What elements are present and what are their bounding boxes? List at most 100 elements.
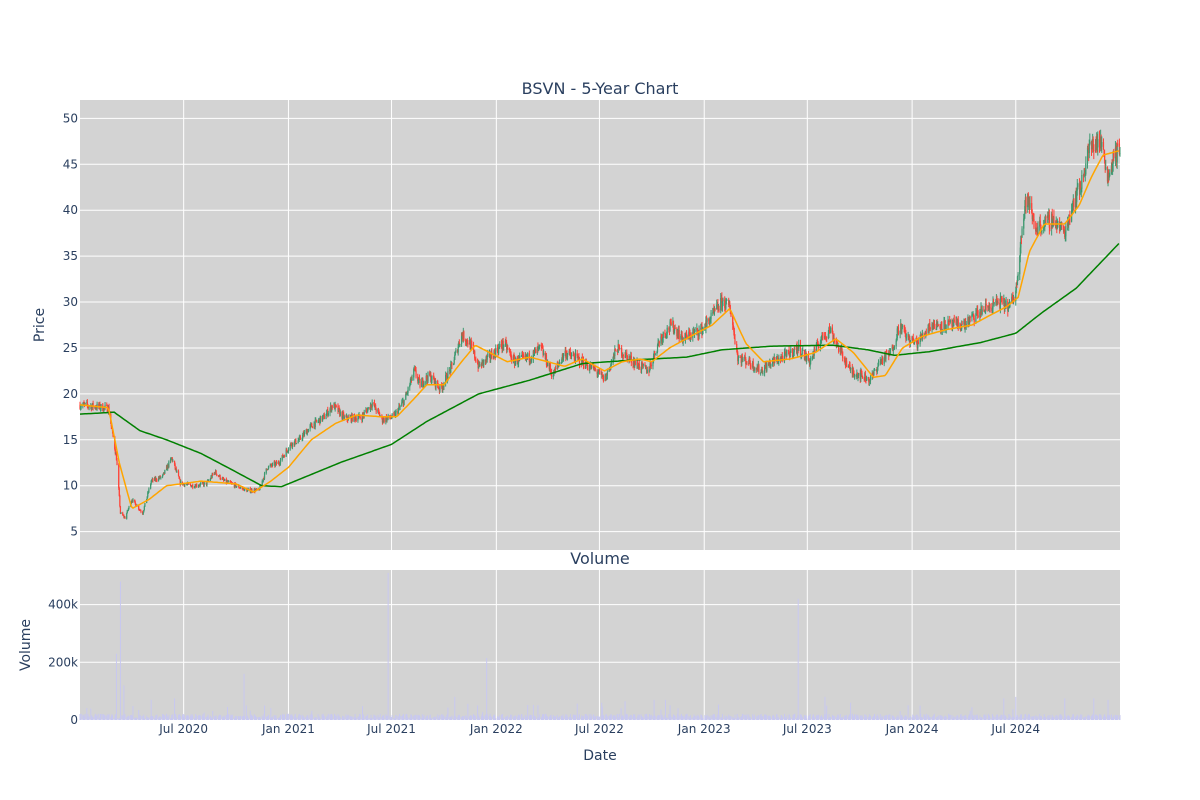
volume-bar [87, 714, 89, 720]
volume-bar [203, 712, 205, 720]
volume-bar [119, 717, 121, 720]
volume-bar [841, 717, 843, 720]
volume-bar [373, 716, 375, 720]
volume-bar [594, 715, 596, 720]
candle-body [709, 319, 712, 321]
candle-body [1115, 147, 1117, 149]
volume-bar [547, 717, 549, 720]
volume-bar [846, 714, 848, 720]
candle-body [578, 357, 580, 358]
candle-body [1111, 163, 1114, 171]
volume-bar [502, 717, 504, 720]
volume-bar [634, 714, 636, 720]
candle-body [852, 370, 855, 374]
candle-body [401, 402, 403, 407]
volume-bar [335, 717, 337, 720]
volume-bar [836, 717, 838, 720]
volume-bar [270, 718, 272, 720]
candle-body [883, 357, 885, 364]
volume-bar [570, 716, 572, 720]
candle-body [150, 483, 152, 489]
volume-bar [977, 718, 979, 720]
volume-bar [666, 718, 668, 720]
volume-bar [642, 717, 644, 720]
candle-body [325, 415, 327, 419]
candle-body [896, 328, 898, 339]
volume-bar [410, 714, 412, 720]
volume-bar [813, 714, 815, 720]
candle-body [327, 413, 329, 416]
volume-bar [1036, 717, 1038, 720]
volume-bar [398, 717, 400, 720]
candle-body [666, 327, 668, 335]
volume-bar [236, 716, 238, 720]
volume-bar [529, 714, 531, 720]
volume-bar [1031, 716, 1033, 720]
candle-body [953, 319, 955, 327]
candle-body [301, 438, 303, 440]
volume-bar [702, 718, 704, 720]
volume-bar [335, 715, 337, 720]
volume-bar [290, 714, 292, 720]
volume-bar [433, 716, 435, 720]
candle-body [1019, 255, 1021, 275]
candle-body [475, 359, 477, 363]
candle-body [517, 363, 519, 365]
volume-y-axis-label: Volume [18, 619, 34, 671]
candle-body [507, 347, 509, 349]
candle-body [658, 341, 660, 344]
candle-body [430, 374, 432, 382]
volume-bar [893, 716, 895, 720]
volume-bar [1059, 714, 1061, 720]
candle-body [664, 332, 666, 335]
candle-body [873, 370, 875, 375]
volume-bar [234, 715, 236, 720]
volume-bar [511, 714, 513, 720]
volume-bar [817, 715, 819, 720]
volume-bar [154, 717, 156, 720]
volume-bar [505, 717, 507, 720]
candle-body [511, 359, 513, 361]
volume-bar [82, 715, 84, 720]
candle-body [417, 379, 419, 382]
volume-bar [417, 714, 419, 720]
volume-bar [921, 717, 923, 720]
volume-bar [1088, 715, 1090, 720]
volume-bar [370, 714, 372, 720]
candle-body [717, 303, 719, 310]
volume-bar [860, 716, 862, 720]
volume-bar [604, 717, 606, 720]
candle-body [729, 304, 731, 309]
volume-bar [1087, 716, 1089, 720]
volume-bar [672, 714, 674, 720]
candle-body [317, 421, 319, 423]
volume-bar [774, 717, 776, 720]
candle-body [189, 484, 192, 486]
volume-bar [1108, 715, 1110, 720]
volume-bar [115, 714, 117, 720]
candle-body [341, 412, 344, 419]
volume-bar [628, 716, 630, 720]
volume-bar [450, 718, 452, 720]
volume-bar [992, 715, 994, 720]
volume-bar [965, 714, 967, 720]
candle-body [629, 356, 631, 359]
volume-bar [171, 714, 173, 720]
volume-bar [160, 716, 162, 720]
candle-body [470, 342, 472, 344]
volume-bar [733, 718, 735, 720]
volume-bar [135, 717, 137, 720]
volume-bar [405, 714, 407, 720]
volume-bars [79, 572, 1121, 720]
volume-bar [79, 714, 81, 720]
volume-bar [944, 716, 946, 720]
candle-body [1068, 217, 1070, 226]
volume-bar [418, 715, 420, 720]
volume-bar [501, 718, 503, 720]
volume-bar [943, 717, 945, 720]
volume-bar [127, 715, 129, 720]
volume-bar [526, 717, 528, 720]
candle-body [797, 347, 799, 353]
volume-bar [728, 714, 730, 720]
volume-bar [138, 718, 140, 720]
